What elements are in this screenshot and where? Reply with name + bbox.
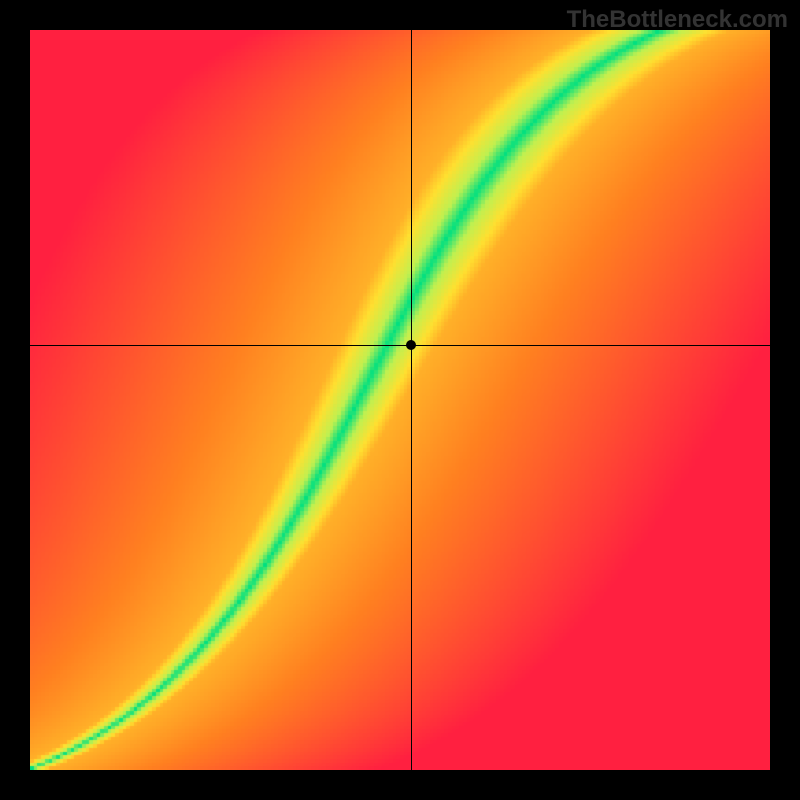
heatmap-canvas	[30, 30, 770, 770]
crosshair-vertical	[411, 30, 412, 770]
crosshair-horizontal	[30, 345, 770, 346]
crosshair-marker	[406, 340, 416, 350]
heatmap-plot	[30, 30, 770, 770]
watermark-text: TheBottleneck.com	[567, 6, 788, 34]
